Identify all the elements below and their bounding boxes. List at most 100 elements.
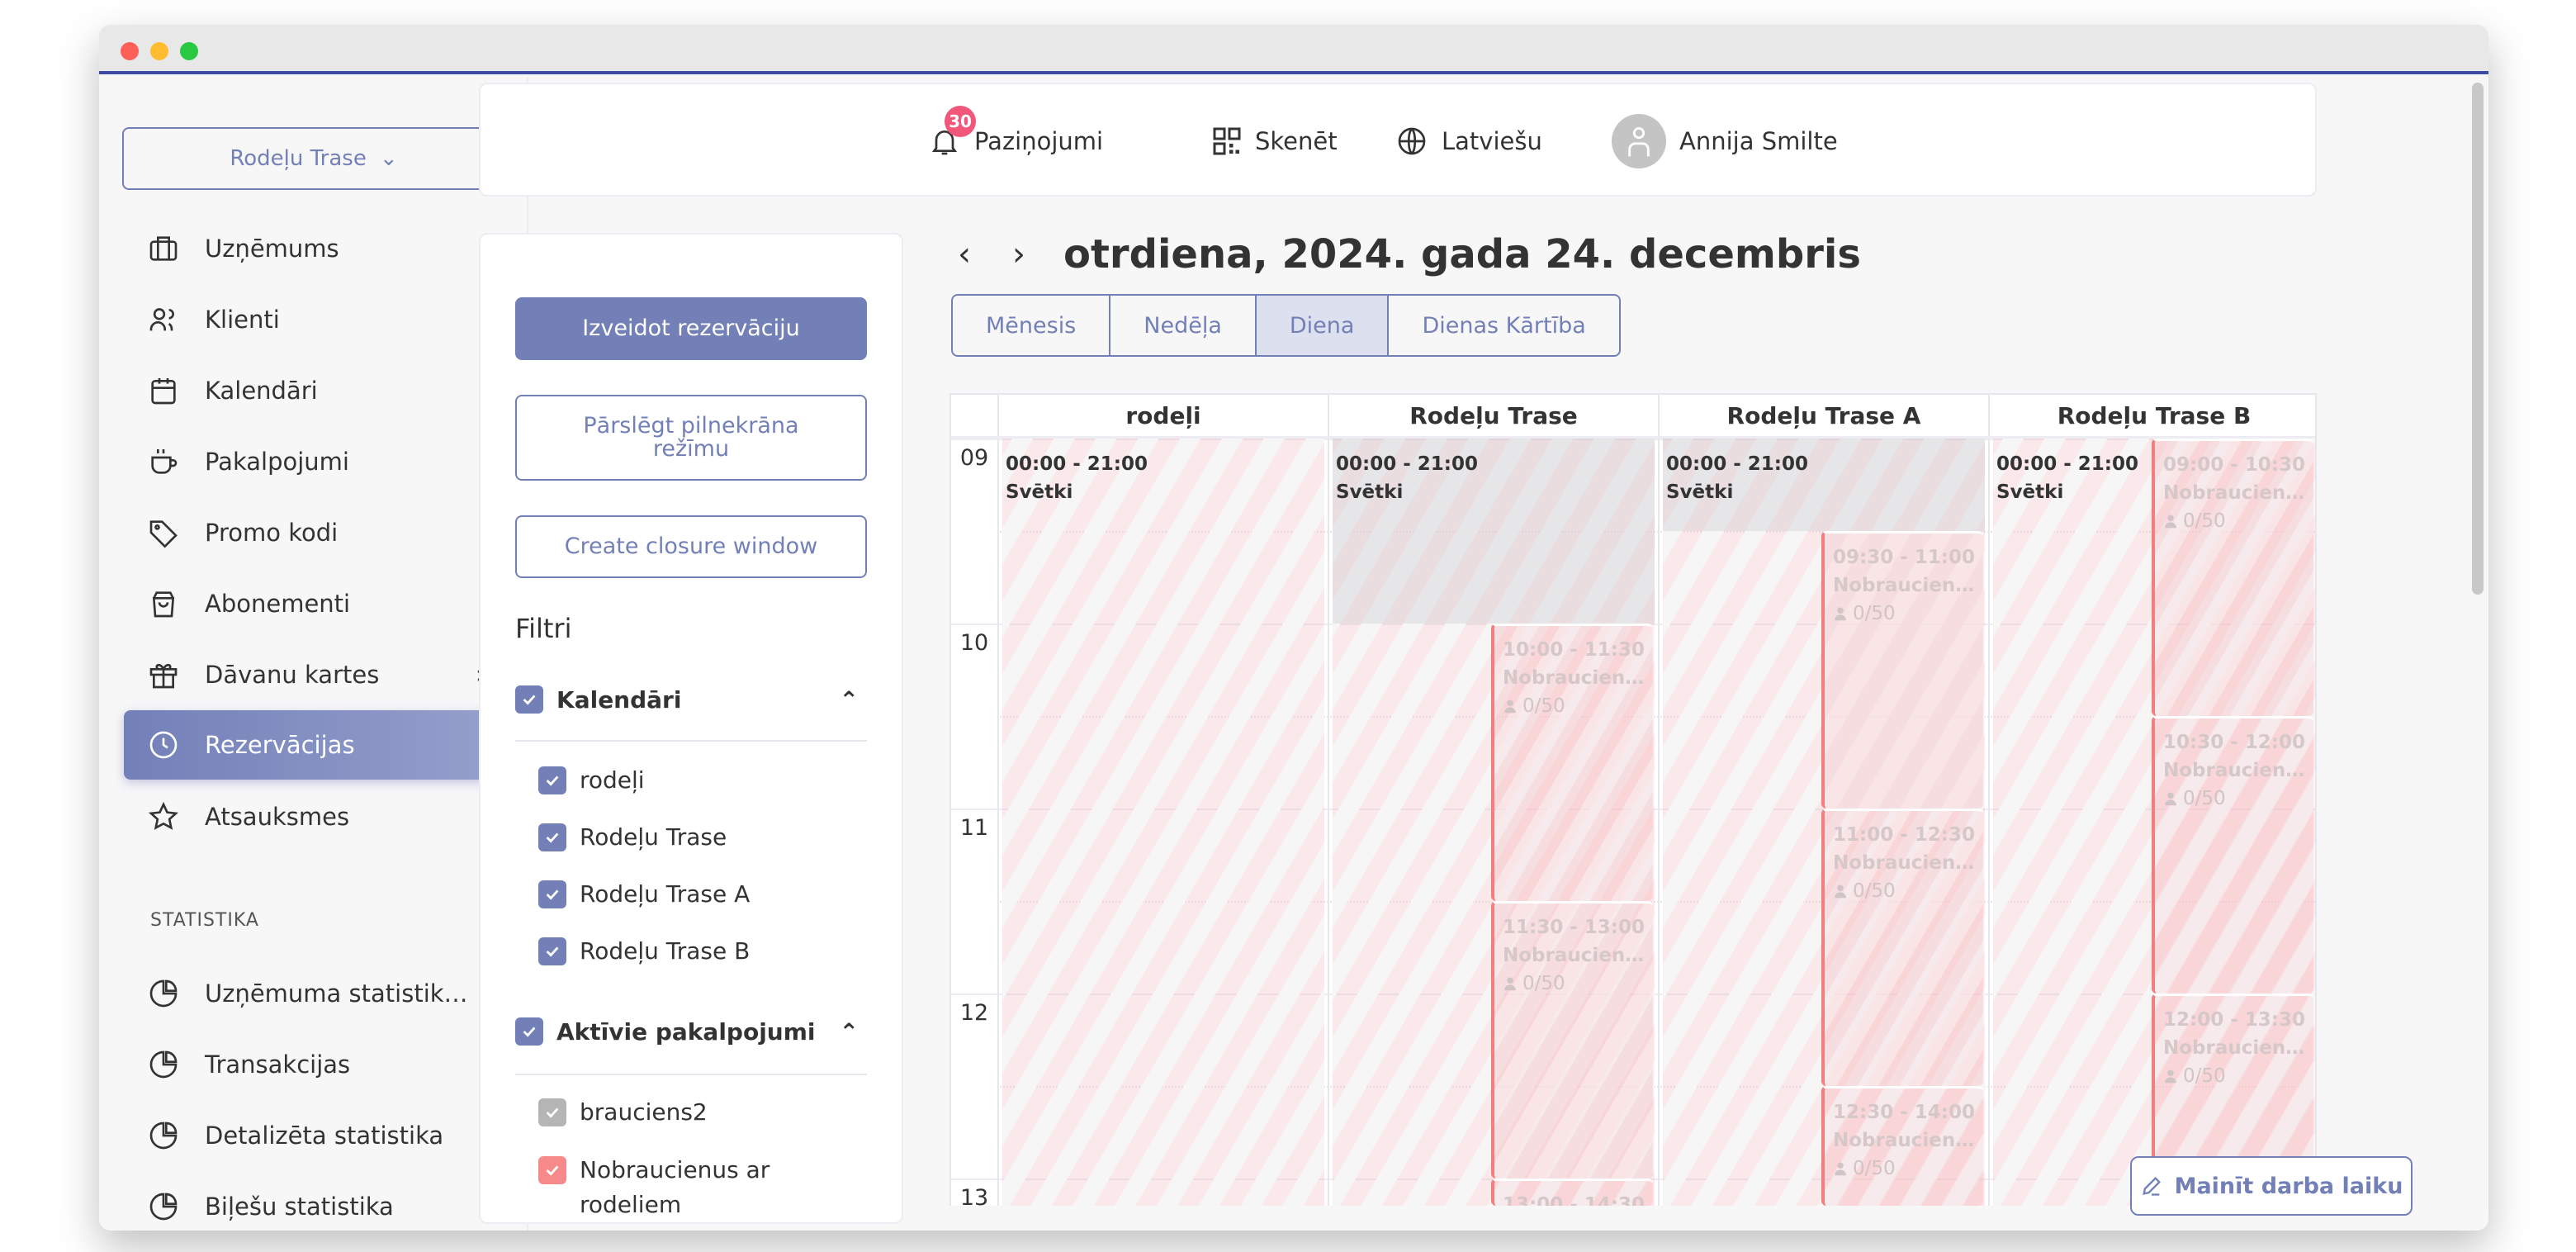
- calendar-column[interactable]: 00:00 - 21:00 Svētki 09:30 - 11:00 Nobrauci…: [1658, 439, 1988, 1206]
- event-capacity: 0/50: [1503, 970, 1645, 998]
- reservation-event[interactable]: 09:00 - 10:30 Nobraucienus ar rodeliem 0/5…: [2152, 439, 2313, 716]
- checkbox[interactable]: [515, 685, 543, 714]
- sidebar-item[interactable]: Uzņēmuma statistik…: [124, 958, 504, 1029]
- chevron-up-icon[interactable]: ⌃: [839, 685, 859, 714]
- calendars-filter-group[interactable]: Kalendāri ⌃: [515, 685, 867, 714]
- view-tab[interactable]: Mēnesis: [953, 296, 1111, 355]
- half-hour-line: [997, 901, 2315, 903]
- event-time: 13:00 - 14:30: [1503, 1194, 1645, 1206]
- previous-day-button[interactable]: ‹: [958, 235, 971, 273]
- view-tab[interactable]: Diena: [1256, 296, 1390, 355]
- sidebar-item[interactable]: Transakcijas: [124, 1029, 504, 1100]
- sidebar-item-label: Promo kodi: [205, 519, 339, 547]
- filter-label: brauciens2: [580, 1098, 708, 1126]
- pie-chart-icon: [149, 1122, 178, 1150]
- reservation-event[interactable]: 10:30 - 12:00 Nobraucienus ar rodeliem 0/5…: [2152, 716, 2313, 994]
- calendar-filter-item[interactable]: Rodeļu Trase: [538, 820, 869, 855]
- calendar-filter-item[interactable]: Rodeļu Trase A: [538, 877, 869, 912]
- workspace-selector[interactable]: Rodeļu Trase ⌄: [122, 127, 505, 190]
- calendar-column[interactable]: 00:00 - 21:00 Svētki 09:00 - 10:30 Nobrauci…: [1988, 439, 2315, 1206]
- scan-button[interactable]: Skenēt: [1212, 84, 1338, 198]
- hour-label: 13: [959, 1185, 989, 1206]
- close-window-button[interactable]: [121, 42, 139, 60]
- sidebar-item[interactable]: Rezervācijas: [124, 710, 504, 780]
- create-closure-window-button[interactable]: Create closure window: [515, 515, 867, 578]
- fullscreen-toggle-button[interactable]: Pārslēgt pilnekrāna režīmu: [515, 395, 867, 481]
- capacity-value: 0/50: [1522, 695, 1565, 717]
- sidebar-item[interactable]: Dāvanu kartes›: [124, 639, 504, 710]
- event-capacity: 0/50: [2163, 507, 2305, 535]
- chevron-up-icon[interactable]: ⌃: [839, 1017, 859, 1046]
- checkbox[interactable]: [515, 1017, 543, 1046]
- service-filter-item[interactable]: Nobraucienus ar rodeliem: [538, 1153, 869, 1222]
- event-time: 12:00 - 13:30: [2163, 1009, 2305, 1031]
- person-icon: [1835, 607, 1846, 621]
- sidebar-item-label: Rezervācijas: [205, 731, 355, 759]
- closure-block[interactable]: [1002, 439, 1324, 1206]
- sidebar-item[interactable]: Kalendāri: [124, 355, 504, 426]
- top-header: 30 Paziņojumi Skenēt Latviešu Annija Smi…: [479, 83, 2317, 197]
- sidebar-item[interactable]: Pakalpojumi: [124, 426, 504, 497]
- services-filter-group[interactable]: Aktīvie pakalpojumi ⌃: [515, 1017, 867, 1046]
- sidebar-item[interactable]: Uzņēmums: [124, 213, 504, 284]
- filter-label: Nobraucienus ar rodeliem: [580, 1156, 770, 1218]
- notifications-button[interactable]: 30 Paziņojumi: [928, 84, 1103, 198]
- event-name: Nobraucienus ar rodeliem: [1833, 852, 1975, 874]
- closure-label: 00:00 - 21:00 Svētki: [1006, 450, 1148, 506]
- language-label: Latviešu: [1442, 127, 1542, 155]
- sidebar-item[interactable]: Klienti: [124, 284, 504, 355]
- closure-shade: [1663, 439, 1985, 531]
- service-filter-item[interactable]: brauciens2: [538, 1095, 869, 1130]
- briefcase-icon: [149, 236, 178, 261]
- filter-panel: Izveidot rezervāciju Pārslēgt pilnekrāna…: [479, 233, 903, 1224]
- maximize-window-button[interactable]: [180, 42, 198, 60]
- event-capacity: 0/50: [1833, 600, 1975, 628]
- hour-label: 12: [959, 1000, 989, 1026]
- checkbox[interactable]: [538, 1156, 566, 1184]
- closure-time: 00:00 - 21:00: [1336, 453, 1478, 475]
- language-selector[interactable]: Latviešu: [1395, 84, 1542, 198]
- edit-working-hours-button[interactable]: Mainīt darba laiku: [2130, 1156, 2413, 1216]
- hour-label: 11: [959, 815, 989, 841]
- user-menu[interactable]: Annija Smilte: [1612, 84, 1838, 198]
- users-icon: [149, 308, 174, 331]
- reservation-event[interactable]: 09:30 - 11:00 Nobraucienus ar rodeliem 0/5…: [1821, 531, 1983, 809]
- sidebar-item[interactable]: Biļešu statistika: [124, 1171, 504, 1231]
- closure-name: Svētki: [1666, 481, 1734, 503]
- reservation-event[interactable]: 11:00 - 12:30 Nobraucienus ar rodeliem 0/5…: [1821, 809, 1983, 1086]
- checkbox[interactable]: [538, 880, 566, 908]
- sidebar-item[interactable]: Promo kodi: [124, 497, 504, 568]
- event-name: Nobraucienus ar rodeliem: [1503, 667, 1645, 689]
- view-tab[interactable]: Dienas Kārtība: [1422, 312, 1586, 339]
- minimize-window-button[interactable]: [150, 42, 168, 60]
- event-capacity: 0/50: [2163, 785, 2305, 813]
- date-title: otrdiena, 2024. gada 24. decembris: [1063, 231, 1861, 277]
- calendar-column[interactable]: 00:00 - 21:00 Svētki 10:00 - 11:30 Nobrauci…: [1328, 439, 1658, 1206]
- calendar-filter-item[interactable]: rodeļi: [538, 763, 869, 798]
- event-name: Nobraucienus ar rodeliem: [1503, 945, 1645, 966]
- checkbox[interactable]: [538, 1098, 566, 1126]
- reservation-event[interactable]: 10:00 - 11:30 Nobraucienus ar rodeliem 0/5…: [1491, 624, 1653, 901]
- checkbox[interactable]: [538, 823, 566, 851]
- calendar-filter-item[interactable]: Rodeļu Trase B: [538, 934, 869, 969]
- sidebar-item[interactable]: Detalizēta statistika: [124, 1100, 504, 1171]
- reservation-event[interactable]: 12:30 - 14:00 Nobraucienus ar rodeliem 0/5…: [1821, 1086, 1983, 1206]
- next-day-button[interactable]: ›: [1012, 235, 1025, 273]
- date-navigation: ‹ › otrdiena, 2024. gada 24. decembris: [949, 231, 1861, 277]
- sidebar-item[interactable]: Atsauksmes: [124, 781, 504, 852]
- view-tab[interactable]: Nedēļa: [1110, 296, 1257, 355]
- edit-hours-label: Mainīt darba laiku: [2174, 1173, 2403, 1199]
- sidebar-item[interactable]: Abonementi: [124, 568, 504, 639]
- globe-icon: [1398, 127, 1426, 155]
- reservation-event[interactable]: 11:30 - 13:00 Nobraucienus ar rodeliem 0/5…: [1491, 901, 1653, 1178]
- checkbox[interactable]: [538, 766, 566, 794]
- section-label: STATISTIKA: [150, 910, 259, 931]
- capacity-value: 0/50: [2183, 788, 2226, 809]
- closure-time: 00:00 - 21:00: [1006, 453, 1148, 475]
- scrollbar[interactable]: [2472, 83, 2484, 595]
- calendar-column[interactable]: 00:00 - 21:00 Svētki: [997, 439, 1328, 1206]
- create-reservation-button[interactable]: Izveidot rezervāciju: [515, 297, 867, 360]
- checkbox[interactable]: [538, 937, 566, 965]
- event-capacity: 0/50: [1833, 877, 1975, 905]
